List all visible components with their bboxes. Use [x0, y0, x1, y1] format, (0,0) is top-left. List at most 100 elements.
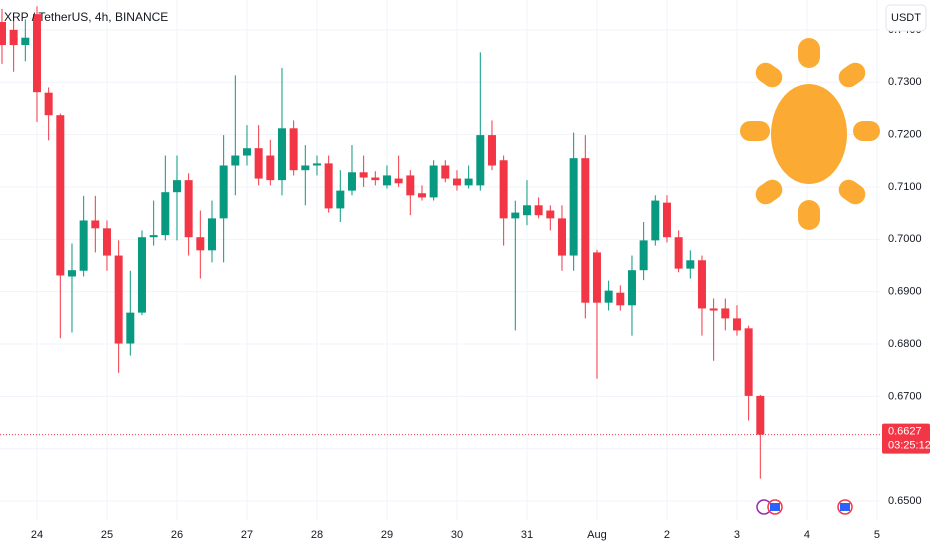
candle-body [301, 165, 310, 171]
candle-body [196, 237, 205, 251]
candle-body [604, 290, 613, 303]
axes: 0.74000.73000.72000.71000.70000.69000.68… [31, 24, 931, 541]
candle-body [639, 240, 648, 271]
candle-body [487, 135, 496, 166]
x-tick-label: 4 [804, 529, 810, 541]
candle-body [79, 220, 88, 271]
candle-body [592, 252, 601, 303]
candle-body [686, 260, 695, 269]
candle-body [709, 308, 718, 311]
x-tick-label: 27 [241, 529, 253, 541]
candle-body [452, 178, 461, 186]
y-tick-label: 0.7200 [888, 128, 922, 140]
candle-body [44, 92, 53, 116]
countdown-label: 03:25:12 [888, 440, 931, 452]
candle-body [476, 135, 485, 186]
candle-body [266, 155, 275, 181]
candle-body [581, 158, 590, 303]
candle-body [102, 228, 111, 256]
candle-body [21, 37, 30, 46]
y-tick-label: 0.7100 [888, 181, 922, 193]
candle-body [616, 292, 625, 306]
candle-body [359, 172, 368, 178]
y-tick-label: 0.6700 [888, 390, 922, 402]
candle-body [324, 163, 333, 209]
sun-icon [740, 38, 880, 230]
y-tick-label: 0.6800 [888, 338, 922, 350]
candle-body [394, 178, 403, 184]
y-tick-label: 0.6500 [888, 495, 922, 507]
candle-body [627, 270, 636, 306]
currency-button-label[interactable]: USDT [891, 12, 921, 24]
candle-body [126, 312, 135, 344]
x-tick-label: 30 [451, 529, 463, 541]
candle-body [441, 165, 450, 179]
candle-body [336, 190, 345, 209]
candle-body [569, 158, 578, 256]
candle-body [347, 172, 356, 191]
x-tick-label: 5 [874, 529, 880, 541]
candle-body [534, 205, 543, 216]
candle-body [697, 260, 706, 309]
last-price-tag [882, 423, 930, 454]
candle-body [9, 29, 18, 46]
y-tick-label: 0.7000 [888, 233, 922, 245]
y-tick-label: 0.6900 [888, 286, 922, 298]
candle-body [254, 148, 263, 179]
candle-body [511, 212, 520, 219]
candle-body [184, 180, 193, 238]
candle-body [161, 192, 170, 236]
candle-body [231, 155, 240, 166]
candle-body [91, 220, 100, 229]
grid [0, 0, 880, 520]
candle-body [382, 175, 391, 186]
chart-title: XRP / TetherUS, 4h, BINANCE [4, 10, 168, 24]
candle-body [756, 395, 765, 435]
x-tick-label: 3 [734, 529, 740, 541]
x-tick-label: 29 [381, 529, 393, 541]
candle-body [56, 115, 65, 276]
y-tick-label: 0.7300 [888, 76, 922, 88]
candle-body [651, 200, 660, 241]
x-tick-label: 26 [171, 529, 183, 541]
price-axis [880, 0, 932, 550]
event-icons [756, 499, 853, 515]
candle-body [732, 318, 741, 331]
candle-body [172, 180, 181, 193]
candles [0, 6, 880, 479]
candle-body [67, 270, 76, 277]
candle-body [406, 175, 415, 196]
candle-body [219, 165, 228, 219]
candle-body [242, 148, 251, 156]
candle-body [149, 235, 158, 238]
candle-body [371, 177, 380, 181]
candle-body [674, 237, 683, 269]
candle-body [32, 14, 41, 93]
candle-body [312, 163, 321, 166]
candle-body [522, 205, 531, 216]
candle-body [207, 218, 216, 251]
candle-body [744, 328, 753, 396]
candle-body [721, 308, 730, 319]
candle-body [277, 128, 286, 181]
candle-body [429, 165, 438, 198]
candle-body [289, 128, 298, 171]
candle-body [137, 237, 146, 313]
time-axis [0, 520, 880, 550]
x-tick-label: Aug [587, 529, 607, 541]
x-tick-label: 25 [101, 529, 113, 541]
x-tick-label: 24 [31, 529, 43, 541]
candle-body [557, 218, 566, 256]
candle-body [417, 193, 426, 198]
candle-body [0, 21, 6, 46]
candle-body [499, 160, 508, 219]
x-tick-label: 2 [664, 529, 670, 541]
candle-body [546, 210, 555, 219]
currency-button[interactable] [885, 4, 927, 32]
candle-body [464, 178, 473, 186]
x-tick-label: 28 [311, 529, 323, 541]
candle-body [662, 202, 671, 238]
candle-body [114, 255, 123, 344]
last-price-label: 0.6627 [888, 426, 922, 438]
